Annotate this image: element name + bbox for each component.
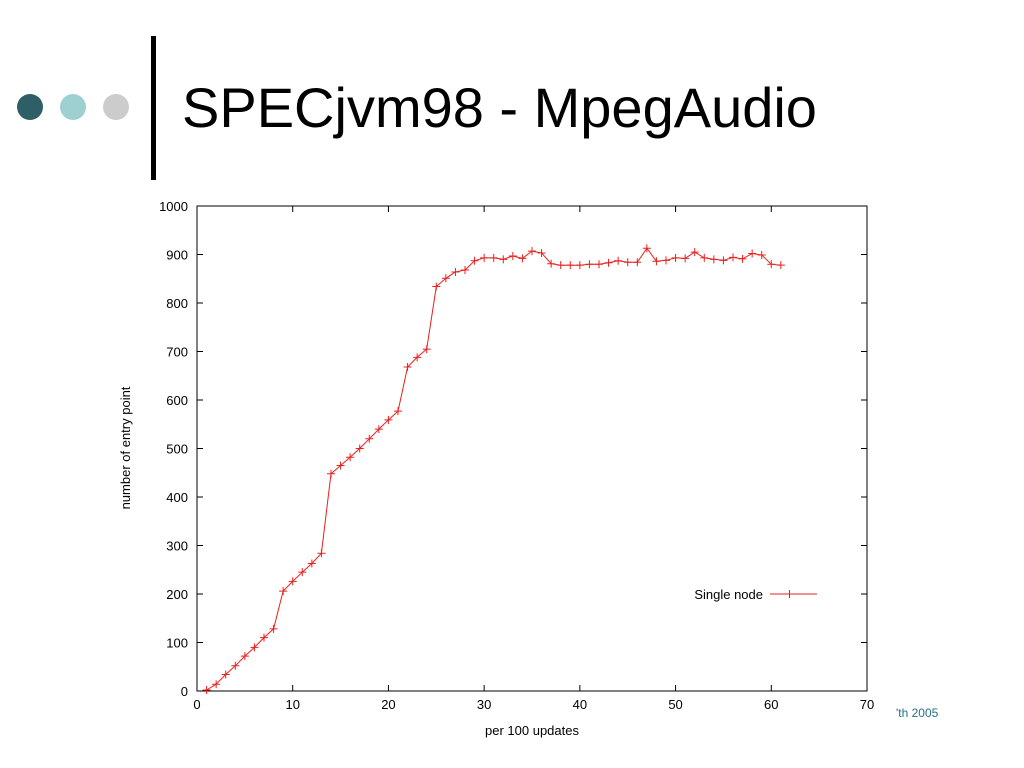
data-point [738,254,747,263]
data-point [374,425,383,434]
data-point [260,633,268,642]
data-point [709,255,718,264]
data-point [595,260,603,269]
data-point [461,266,469,275]
data-point [327,469,335,478]
y-axis: 0 100 200 300 400 500 600 700 800 900 1000 [159,199,867,699]
plot-frame [196,205,868,692]
data-point [556,261,565,270]
data-point [690,248,699,257]
title-divider [151,36,156,180]
legend-plus-marker [785,590,794,598]
data-point [681,254,690,263]
x-tick-label: 20 [381,697,395,712]
data-point [221,670,230,679]
x-tick-label: 70 [860,697,874,712]
y-tick-label: 0 [181,684,188,699]
series-line [206,247,781,691]
data-point [700,253,709,262]
data-point [307,559,316,568]
data-point [652,257,661,266]
data-point [480,253,489,262]
data-point [432,282,441,291]
series-single-node [202,244,785,695]
data-point [604,258,613,267]
data-point [365,434,374,443]
y-tick-label: 700 [166,345,188,360]
data-point [346,453,355,462]
x-axis: 0 10 20 30 40 50 60 70 [193,206,874,712]
y-tick-label: 500 [166,442,188,457]
data-point [336,461,345,470]
y-tick-label: 300 [166,539,188,554]
data-point [355,444,364,453]
data-point [528,247,536,256]
data-point [566,261,575,270]
data-point [547,259,556,268]
data-point [499,255,508,264]
legend-marker [785,590,794,598]
data-point [633,258,642,267]
x-tick-label: 0 [193,697,200,712]
y-tick-label: 600 [166,393,188,408]
x-tick-label: 30 [477,697,491,712]
y-tick-label: 200 [166,587,188,602]
data-point [642,244,651,253]
data-point [317,549,326,558]
data-point [776,261,785,270]
data-point [537,249,546,258]
data-point [384,415,393,424]
x-tick-label: 50 [668,697,682,712]
data-point [422,345,431,354]
data-point [441,274,450,283]
x-axis-label: per 100 updates [485,723,579,738]
data-point [394,407,402,416]
data-point [269,624,278,633]
data-point [231,661,240,670]
data-point [298,568,307,577]
y-tick-label: 1000 [159,199,188,214]
y-tick-label: 400 [166,490,188,505]
y-tick-label: 100 [166,636,188,651]
decorative-dot-dark [17,94,43,120]
data-point [585,260,594,269]
data-point [279,587,288,596]
x-tick-label: 40 [573,697,587,712]
x-tick-label: 60 [764,697,778,712]
data-point [518,254,527,263]
data-point [470,256,479,265]
footer-date: 'th 2005 [896,706,939,720]
data-point [403,363,412,372]
data-point [614,256,623,265]
decorative-dot-teal [60,94,86,120]
data-point [671,253,680,262]
data-point [623,258,632,267]
y-axis-label: number of entry point [118,386,133,509]
data-point [729,253,737,262]
legend: Single node [694,587,817,602]
data-point [575,261,584,270]
data-point [202,686,211,695]
data-point [212,680,221,689]
data-point [240,652,249,661]
data-point [451,267,460,276]
data-point [250,643,259,652]
data-point [508,251,517,260]
data-point [662,256,670,265]
data-point [413,353,422,362]
data-point [748,249,757,258]
data-point [719,256,728,265]
data-point [288,577,297,586]
data-point [767,260,776,269]
y-tick-label: 900 [166,248,188,263]
slide-title: SPECjvm98 - MpegAudio [182,76,817,139]
y-tick-label: 800 [166,296,188,311]
data-point [489,253,498,262]
data-point [757,250,766,259]
decorative-dot-gray [103,94,129,120]
legend-label: Single node [694,587,763,602]
x-tick-label: 10 [285,697,299,712]
